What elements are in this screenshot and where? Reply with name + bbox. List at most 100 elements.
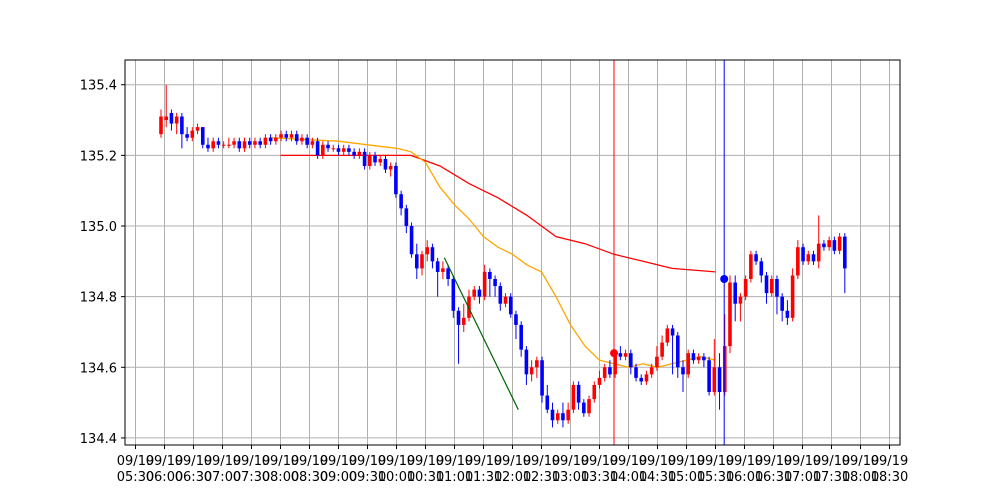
x-tick-label-time: 10:00 <box>378 470 415 485</box>
x-tick-label-date: 09/19 <box>842 454 879 469</box>
x-tick-label-date: 09/19 <box>204 454 241 469</box>
x-tick-label-time: 12:00 <box>494 470 531 485</box>
x-tick-label-time: 10:30 <box>407 470 444 485</box>
candle-body <box>686 353 691 375</box>
candle-body <box>195 127 200 131</box>
x-tick-label-date: 09/19 <box>813 454 850 469</box>
candle-body <box>707 360 711 393</box>
x-tick-label-time: 08:00 <box>262 470 299 485</box>
candle-body <box>435 261 440 272</box>
candle-body <box>514 314 518 325</box>
candle-body <box>811 254 816 262</box>
candle-body <box>566 409 570 421</box>
x-tick-label-time: 18:30 <box>871 470 908 485</box>
candle-body <box>169 112 174 124</box>
candle-body <box>268 137 273 142</box>
candle-body <box>801 247 805 262</box>
candle-body <box>409 226 414 255</box>
candle-body <box>164 116 169 121</box>
candle-body <box>832 240 837 251</box>
x-tick-label-time: 14:30 <box>639 470 676 485</box>
candle-body <box>796 247 800 276</box>
ma-long-line <box>280 154 716 273</box>
candle-body <box>383 158 388 170</box>
candle-body <box>561 413 565 421</box>
candle-body <box>420 254 424 269</box>
candle-body <box>274 137 278 142</box>
candle-body <box>493 278 497 287</box>
x-tick-label-date: 09/19 <box>755 454 792 469</box>
candle-body <box>451 278 456 311</box>
candle-body <box>461 317 466 325</box>
candle-body <box>388 165 393 170</box>
x-tick-label-time: 17:00 <box>784 470 821 485</box>
x-tick-label-date: 09/19 <box>581 454 618 469</box>
candle-body <box>289 134 294 138</box>
candle-body <box>508 296 513 315</box>
y-tick-label: 134.8 <box>80 291 117 306</box>
x-tick-label-date: 09/19 <box>117 454 154 469</box>
x-tick-label-time: 11:30 <box>465 470 502 485</box>
candle-body <box>524 349 529 375</box>
candle-body <box>190 130 195 138</box>
candle-body <box>717 367 722 393</box>
x-tick-label-time: 08:30 <box>291 470 328 485</box>
candle-body <box>728 282 732 347</box>
candle-body <box>733 282 737 304</box>
candle-body <box>550 409 555 421</box>
candle-body <box>822 243 826 248</box>
candle-body <box>529 367 534 375</box>
x-tick-label-time: 13:30 <box>581 470 618 485</box>
candle-body <box>696 356 701 361</box>
candle-body <box>498 286 503 304</box>
x-tick-label-time: 13:00 <box>552 470 589 485</box>
candle-body <box>399 194 403 209</box>
candle-body <box>608 367 612 375</box>
candle-body <box>159 116 163 135</box>
candle-body <box>294 134 299 142</box>
candle-body <box>247 141 252 145</box>
candle-body <box>837 236 842 251</box>
x-tick-label-date: 09/19 <box>175 454 212 469</box>
grid <box>125 60 900 445</box>
candle-body <box>326 144 330 149</box>
candle-body <box>535 360 539 368</box>
x-tick-label-date: 09/19 <box>262 454 299 469</box>
candle-body <box>738 296 743 304</box>
candle-body <box>780 296 784 311</box>
candle-body <box>352 151 356 156</box>
y-tick-label: 135.2 <box>80 149 117 164</box>
x-tick-label-date: 09/19 <box>233 454 270 469</box>
candle-body <box>540 360 544 396</box>
candle-body <box>675 335 680 368</box>
candle-body <box>341 148 346 152</box>
x-tick-label-time: 16:00 <box>726 470 763 485</box>
x-tick-label-date: 09/19 <box>726 454 763 469</box>
candle-body <box>284 134 289 138</box>
candle-body <box>743 278 748 297</box>
candle-body <box>237 141 242 149</box>
candle-body <box>790 275 795 318</box>
candle-body <box>639 377 644 382</box>
x-tick-label-date: 09/19 <box>871 454 908 469</box>
candle-body <box>712 367 717 393</box>
candle-body <box>221 144 226 146</box>
candle-body <box>279 134 283 138</box>
candle-body <box>749 254 753 279</box>
candle-body <box>623 353 628 357</box>
x-tick-label-time: 15:30 <box>697 470 734 485</box>
candle-body <box>472 289 476 297</box>
candle-body <box>414 254 419 269</box>
candle-body <box>206 144 210 149</box>
candle-body <box>775 278 779 297</box>
x-tick-label-date: 09/19 <box>436 454 473 469</box>
candle-body <box>618 353 623 357</box>
candle-body <box>477 289 482 297</box>
ma-short-line <box>268 137 716 368</box>
candle-body <box>488 271 492 279</box>
candle-body <box>305 137 309 145</box>
x-tick-label-date: 09/19 <box>784 454 821 469</box>
candle-body <box>200 127 205 145</box>
candle-body <box>263 137 268 145</box>
